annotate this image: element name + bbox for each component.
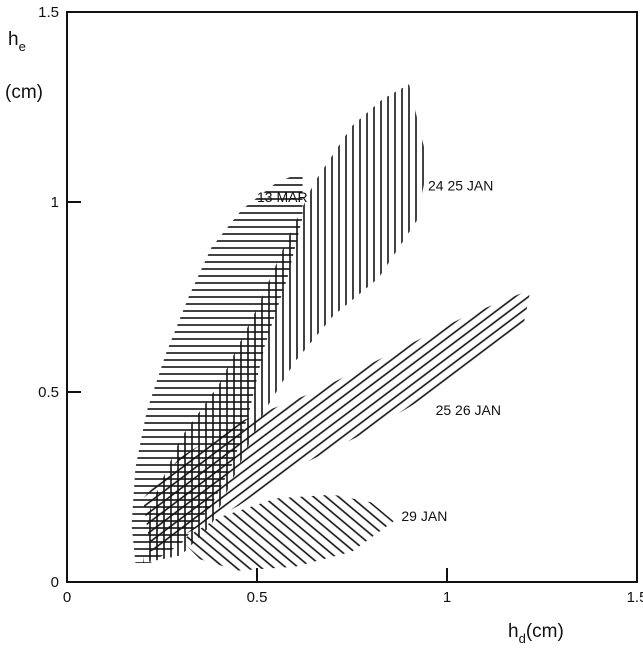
y-tick-label: 1.5: [38, 4, 59, 21]
series-label-1: 24 25 JAN: [428, 178, 493, 194]
series-label-0: 13 MAR: [257, 189, 308, 205]
region-3: [181, 494, 394, 571]
region-2: [143, 289, 531, 552]
x-tick-label: 0: [63, 589, 71, 606]
x-axis-ticks: 0 0.5 1 1.5: [63, 568, 643, 606]
series-label-2: 25 26 JAN: [436, 402, 501, 418]
y-axis-ticks: 0 0.5 1 1.5: [38, 4, 81, 591]
y-axis-unit: (cm): [5, 82, 43, 103]
series-label-3: 29 JAN: [401, 508, 447, 524]
y-axis-label: he: [8, 29, 26, 54]
x-tick-label: 1.5: [627, 589, 643, 606]
y-tick-label: 0: [51, 574, 59, 591]
series-labels: 13 MAR 24 25 JAN 25 26 JAN 29 JAN: [257, 178, 501, 525]
y-tick-label: 0.5: [38, 384, 59, 401]
x-axis-label: hd(cm): [508, 621, 564, 646]
hatched-regions: [131, 84, 531, 571]
plot-frame: [66, 11, 638, 583]
y-tick-label: 1: [51, 194, 59, 211]
x-tick-label: 0.5: [247, 589, 268, 606]
x-tick-label: 1: [443, 589, 451, 606]
